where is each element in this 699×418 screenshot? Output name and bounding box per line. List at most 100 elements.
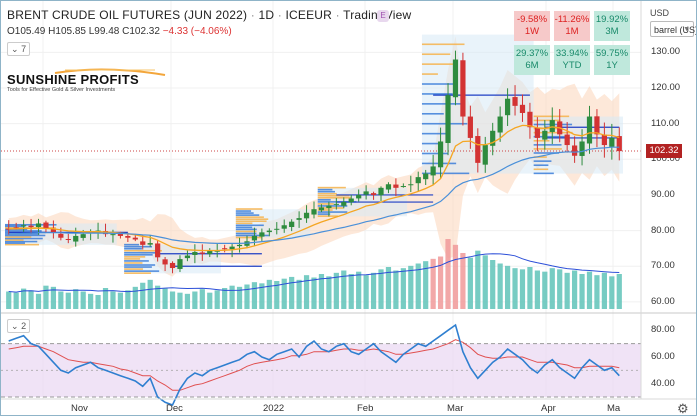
volume-profile-bar <box>5 243 40 246</box>
rsi-indicators-toggle-button[interactable]: ⌄ 2 <box>7 319 31 333</box>
candle-body <box>512 97 518 106</box>
candle-body <box>169 262 176 269</box>
volume-bar <box>80 291 86 309</box>
volume-profile-bar <box>235 228 257 231</box>
volume-bar <box>504 265 511 309</box>
logo-name: SUNSHINE PROFITS <box>7 72 139 87</box>
volume-bar <box>512 268 518 309</box>
volume-bar <box>58 291 64 309</box>
volume-profile-bar <box>235 220 267 223</box>
volume-bar <box>356 271 362 309</box>
volume-bar <box>579 274 585 309</box>
logo-tagline: Tools for Effective Gold & Silver Invest… <box>7 87 116 93</box>
currency-label[interactable]: USD <box>650 8 670 18</box>
symbol-name[interactable]: BRENT CRUDE OIL FUTURES (JUN 2022) <box>7 8 248 22</box>
performance-cell[interactable]: -9.58% 1W <box>514 11 550 41</box>
candle-body <box>348 198 354 203</box>
volume-bar <box>147 279 153 309</box>
candle-body <box>199 252 205 254</box>
volume-bar <box>542 271 548 309</box>
volume-profile-bar <box>533 119 561 122</box>
exchange-flag-icon[interactable]: E <box>377 10 389 22</box>
gear-icon[interactable]: ⚙ <box>677 401 689 416</box>
volume-profile-bar <box>317 197 351 199</box>
candle-body <box>65 239 71 241</box>
volume-profile-bar <box>317 190 335 193</box>
candle-body <box>274 228 280 230</box>
last-price-badge: 102.32 <box>646 144 682 159</box>
performance-cell[interactable]: 59.75% 1Y <box>594 45 630 75</box>
volume-bar <box>423 261 429 309</box>
volume-profile-bar <box>124 256 146 258</box>
performance-value: -9.58% <box>516 14 548 25</box>
volume-bar <box>452 244 459 309</box>
volume-profile-bar <box>124 254 153 256</box>
volume-profile-bar <box>124 245 153 248</box>
volume-bar <box>251 282 258 309</box>
ohlc-legend: O105.49 H105.85 L99.48 C102.32 −4.33 (−4… <box>7 26 232 37</box>
time-tick-label: Feb <box>357 403 374 414</box>
volume-bar <box>400 268 406 309</box>
price-tick-label: 90.00 <box>651 188 675 200</box>
performance-cell[interactable]: -11.26% 1M <box>554 11 590 41</box>
candle-body <box>415 177 421 184</box>
performance-cell[interactable]: 19.92% 3M <box>594 11 630 41</box>
candle-body <box>132 237 138 240</box>
performance-period: 3M <box>605 26 619 37</box>
volume-profile-bar <box>533 164 549 167</box>
candle-body <box>229 246 235 250</box>
volume-bar <box>169 291 176 309</box>
volume-bar <box>415 263 421 309</box>
price-tick-label: 110.00 <box>651 117 680 129</box>
indicator-count: 7 <box>21 44 27 54</box>
volume-bar <box>348 274 354 309</box>
volume-profile-bar <box>124 272 152 274</box>
volume-bar <box>132 286 138 309</box>
volume-bar <box>393 270 399 309</box>
volume-average-line <box>8 253 620 293</box>
candle-body <box>326 205 332 209</box>
volume-bar <box>549 268 555 309</box>
candle-body <box>21 225 27 227</box>
volume-profile-bar <box>421 152 449 155</box>
volume-profile-bar <box>124 258 141 260</box>
symbol-title[interactable]: BRENT CRUDE OIL FUTURES (JUN 2022) · 1D … <box>7 8 411 22</box>
volume-profile-bar <box>421 93 453 95</box>
candle-body <box>408 184 414 186</box>
candle-body <box>13 227 19 229</box>
candle-body <box>430 166 436 176</box>
candle-body <box>341 202 347 206</box>
volume-profile-bar <box>235 212 254 214</box>
candle-body <box>601 134 607 146</box>
volume-profile-bar <box>235 232 257 235</box>
volume-bar <box>534 270 540 309</box>
candle-body <box>117 233 124 236</box>
candle-body <box>385 184 392 190</box>
candle-body <box>594 116 600 135</box>
time-tick-label: Dec <box>166 403 183 414</box>
indicators-toggle-button[interactable]: ⌄ 7 <box>7 42 31 56</box>
performance-cell[interactable]: 29.37% 6M <box>514 45 550 75</box>
performance-cell[interactable]: 33.94% YTD <box>554 45 590 75</box>
candle-body <box>110 234 116 236</box>
candle-body <box>207 250 213 255</box>
candle-body <box>571 145 578 156</box>
volume-profile-bar <box>124 268 144 270</box>
time-tick-label: Ma <box>607 403 621 414</box>
volume-bar <box>333 272 339 309</box>
volume-profile-bar <box>317 215 338 217</box>
time-tick-label: Nov <box>71 403 88 414</box>
volume-profile-bar <box>317 194 350 197</box>
unit-select[interactable]: barrel (US) ▼ <box>650 21 696 37</box>
volume-bar <box>28 290 34 309</box>
volume-profile-bar <box>317 192 337 195</box>
price-tick-label: 130.00 <box>651 46 681 58</box>
candle-body <box>542 130 548 140</box>
candle-body <box>445 95 451 144</box>
candle-body <box>423 173 429 180</box>
candle-body <box>73 235 79 242</box>
volume-profile-bar <box>317 205 348 207</box>
interval-label[interactable]: 1D <box>258 8 275 22</box>
